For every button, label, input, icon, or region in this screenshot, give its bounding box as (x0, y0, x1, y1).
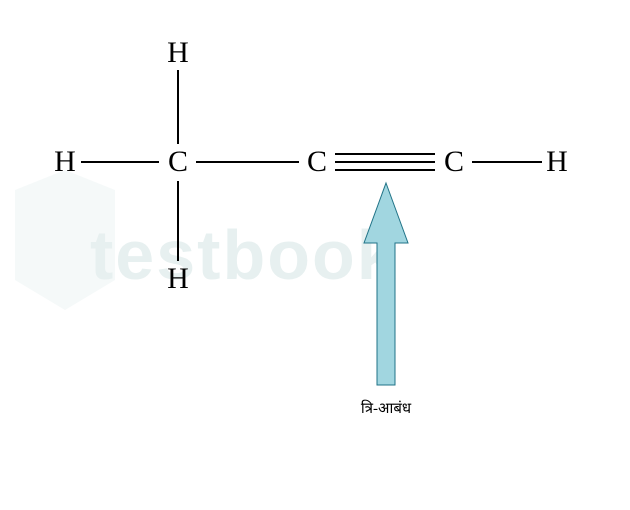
bond-c2-c3-line3 (335, 169, 435, 171)
atom-c1: C (168, 145, 188, 179)
bond-c1-c2 (196, 161, 299, 163)
bond-c2-c3-line2 (335, 161, 435, 163)
bond-c3-h3 (472, 161, 542, 163)
atom-c2: C (307, 145, 327, 179)
bond-c2-c3-line1 (335, 153, 435, 155)
triple-bond-arrow (356, 180, 416, 390)
triple-bond-label: त्रि-आबंध (361, 398, 411, 418)
bond-h1-c1 (177, 70, 179, 144)
atom-c3: C (444, 145, 464, 179)
atom-h-bottom: H (167, 262, 189, 296)
atom-h-left: H (54, 145, 76, 179)
atom-h-right: H (546, 145, 568, 179)
molecule-diagram: H H C C C H H त्रि-आबंध (0, 0, 630, 510)
bond-h2-c1 (81, 161, 159, 163)
atom-h-top: H (167, 36, 189, 70)
bond-c1-h4 (177, 181, 179, 261)
